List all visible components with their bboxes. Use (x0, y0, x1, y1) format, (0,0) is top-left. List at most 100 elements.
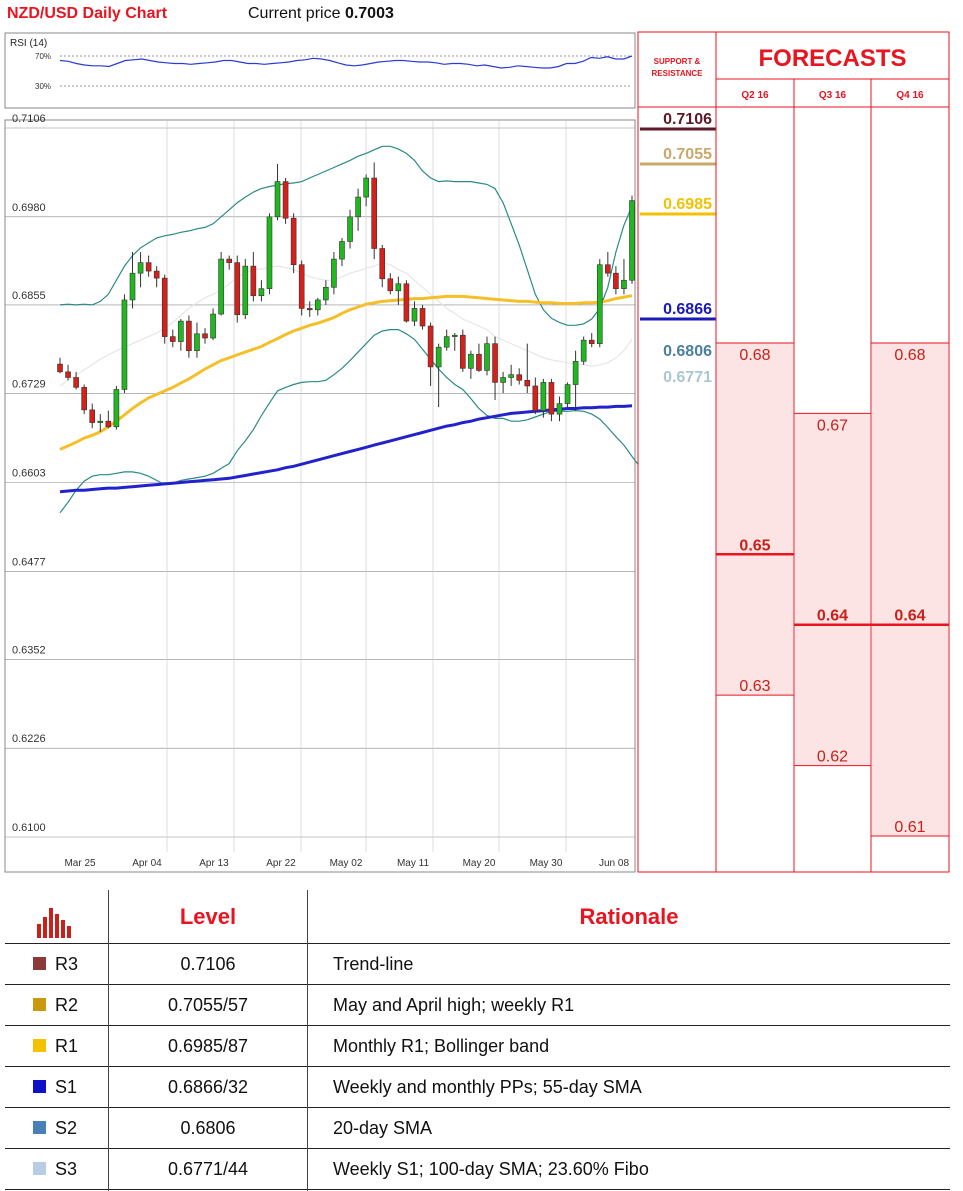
candle-body (121, 299, 128, 390)
level-name-cell: S2 (33, 1108, 77, 1148)
y-tick-label: 0.6226 (12, 733, 46, 745)
forecast-low-value: 0.62 (817, 749, 848, 766)
candle-body (105, 420, 112, 428)
rsi-line (59, 55, 633, 69)
sma-55-line (59, 294, 633, 451)
candle-body (371, 177, 377, 249)
candle-body (419, 308, 426, 327)
candle-body (500, 377, 506, 383)
current-price: Current price 0.7003 (248, 5, 394, 23)
column-divider (307, 890, 308, 1191)
table-row: S1 0.6866/32 Weekly and monthly PPs; 55-da… (5, 1067, 950, 1108)
table-row: S2 0.6806 20-day SMA (5, 1108, 950, 1149)
candle-body (113, 389, 120, 428)
candle-body (234, 262, 241, 316)
price-label: Current price (248, 5, 341, 22)
x-tick-label: Jun 08 (599, 858, 629, 869)
level-name-cell: R2 (33, 985, 78, 1025)
candle-body (194, 333, 200, 352)
level-label: 0.6806 (663, 343, 712, 360)
candle-body (443, 336, 450, 348)
sr-label: RESISTANCE (652, 69, 704, 78)
level-value: 0.6985/87 (167, 1036, 249, 1056)
rsi-frame (4, 32, 636, 109)
candle-body (524, 380, 531, 387)
chart-title: NZD/USD Daily Chart (7, 5, 168, 22)
quarter-label: Q4 16 (896, 90, 924, 101)
level-value: 0.6806 (180, 1118, 236, 1138)
candle-body (596, 264, 603, 344)
candle-body (323, 286, 329, 301)
candle-body (169, 336, 176, 342)
level-value: 0.7055/57 (167, 995, 249, 1015)
table-header-row: Level Rationale (5, 890, 950, 944)
table-row: R1 0.6985/87 Monthly R1; Bollinger band (5, 1026, 950, 1067)
candle-body (306, 308, 313, 311)
quarter-label: Q3 16 (819, 90, 847, 101)
candle-body (403, 283, 410, 322)
level-rationale: May and April high; weekly R1 (333, 995, 575, 1015)
candle-body (298, 264, 305, 309)
level-rationale: 20-day SMA (333, 1118, 433, 1138)
level-color-swatch (33, 1039, 46, 1053)
rationale-header: Rationale (579, 904, 679, 929)
candle-body (81, 387, 87, 411)
candle-body (379, 248, 386, 280)
candle-body (161, 277, 168, 337)
candle-body (218, 258, 224, 315)
candle-body (290, 217, 297, 266)
forecast-high-value: 0.67 (817, 417, 848, 434)
candle-body (355, 196, 361, 218)
level-rationale: Trend-line (333, 954, 414, 974)
candle-body (516, 374, 523, 381)
candle-body (145, 262, 152, 272)
x-tick-label: Apr 13 (199, 858, 229, 869)
x-tick-label: May 11 (397, 858, 429, 869)
candle-body (468, 353, 474, 369)
y-tick-label: 0.7106 (12, 113, 46, 125)
y-tick-label: 0.6477 (12, 556, 46, 568)
level-value: 0.7106 (180, 954, 236, 974)
support-resistance-panel: SUPPORT & RESISTANCE 0.7106 0.7055 0.6985 0.6… (637, 31, 717, 873)
candle-body (564, 384, 571, 404)
level-name: S1 (55, 1077, 78, 1097)
rsi-30-label: 30% (35, 82, 51, 91)
table-row: R3 0.7106 Trend-line (5, 944, 950, 985)
y-tick-label: 0.6352 (12, 644, 46, 656)
sma-20-line (59, 261, 633, 387)
candle-body (73, 377, 79, 388)
forecast-mid-value: 0.64 (817, 608, 848, 625)
candle-body (411, 308, 418, 322)
rsi-panel: RSI (14) 70% 30% (4, 32, 636, 109)
candle-body (250, 265, 257, 297)
candle-body (363, 177, 369, 198)
sma-200-line (59, 404, 633, 494)
candle-body (274, 181, 281, 218)
price-value: 0.7003 (344, 5, 394, 22)
forecast-high-value: 0.68 (739, 347, 770, 364)
candle-body (137, 262, 144, 274)
forecast-high-value: 0.68 (894, 347, 925, 364)
candle-body (435, 346, 442, 368)
candle-body (331, 258, 337, 288)
level-color-swatch (33, 957, 46, 971)
candle-body (572, 360, 579, 385)
candle-body (339, 241, 345, 260)
forecast-range (717, 343, 793, 696)
levels-table: Level Rationale R3 0.7106 Trend-line R2 0.70… (0, 878, 963, 1191)
level-label: 0.6771 (663, 369, 712, 386)
bollinger-upper-line (59, 145, 633, 326)
forecast-range (872, 343, 948, 836)
x-tick-label: May 30 (530, 858, 563, 869)
candle-body (621, 279, 627, 289)
candle-body (258, 288, 265, 297)
candle-body (153, 270, 160, 279)
candle-body (282, 181, 289, 219)
candle-body (242, 265, 249, 316)
candle-body (629, 200, 635, 281)
chart-canvas: RSI (14)70%30% 0.71060.69800.68550.67290… (4, 31, 950, 873)
candle-body (484, 343, 490, 371)
candle-body (532, 385, 539, 411)
candle-body (476, 353, 482, 371)
sr-label: SUPPORT & (654, 57, 701, 66)
